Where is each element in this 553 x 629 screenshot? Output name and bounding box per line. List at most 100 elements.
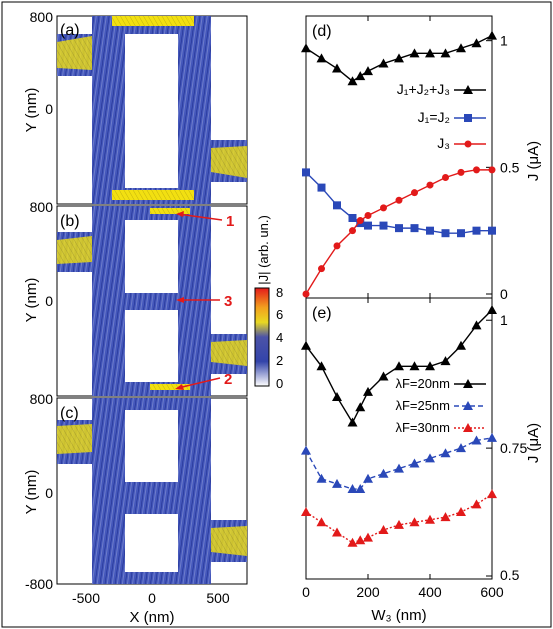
data-point-s1-10 xyxy=(440,448,451,458)
legend-label-1: J₁=J₂ xyxy=(418,109,450,125)
colorbar xyxy=(254,287,270,387)
data-point-s0-10 xyxy=(440,48,451,58)
data-point-s0-10 xyxy=(440,356,451,366)
data-point-s0-0 xyxy=(301,340,311,350)
data-point-s2-4 xyxy=(356,217,364,225)
ytick-label-0: 0 xyxy=(500,286,508,302)
legend-label-1: λF=25nm xyxy=(395,398,450,413)
data-point-s1-1 xyxy=(316,473,327,483)
panel-c-ylabel: Y (nm) xyxy=(23,470,40,515)
data-point-s2-7 xyxy=(394,519,404,529)
data-point-s0-11 xyxy=(456,340,466,350)
panel-d-tag: (d) xyxy=(312,23,332,40)
y-axis-label: J (μA) xyxy=(525,141,542,181)
data-point-s0-5 xyxy=(363,386,373,396)
data-point-s2-3 xyxy=(347,537,358,547)
data-point-s0-6 xyxy=(378,58,389,68)
data-point-s1-10 xyxy=(441,229,450,238)
legend-label-2: λF=30nm xyxy=(395,420,450,435)
panel-c-ytick-bottom: -800 xyxy=(25,576,53,592)
data-point-s2-11 xyxy=(456,507,466,517)
marker-2-arrow xyxy=(177,377,221,389)
panel-b-ytick-zero: 0 xyxy=(45,293,53,309)
data-point-s2-11 xyxy=(457,168,465,176)
data-point-s1-2 xyxy=(333,201,341,210)
data-point-s2-9 xyxy=(425,514,435,524)
x-axis-label: W₃ (nm) xyxy=(371,607,426,624)
y-axis-label: J (μA) xyxy=(525,423,542,463)
panel-e-plot: (e) 0.5 0.75 1 J (μA) 0 200 400 600 W₃ (nm) λF=20n… xyxy=(301,298,542,624)
data-point-s2-8 xyxy=(409,517,420,527)
data-point-s0-9 xyxy=(425,48,435,58)
panel-c-tag: (c) xyxy=(60,405,79,422)
data-point-s1-13 xyxy=(487,432,497,442)
panel-b-ylabel: Y (nm) xyxy=(23,278,40,323)
data-point-s2-3 xyxy=(349,227,356,235)
panel-b-ytick-top: 800 xyxy=(30,199,54,215)
xtick-label-0: 0 xyxy=(302,584,310,600)
marker-1-label: 1 xyxy=(226,213,234,230)
data-point-s2-7 xyxy=(395,196,403,204)
data-point-s0-13 xyxy=(487,305,497,314)
legend-marker-1 xyxy=(463,401,473,410)
data-point-s0-0 xyxy=(301,43,311,53)
panel-c-xlabel: X (nm) xyxy=(130,609,175,626)
data-point-s0-9 xyxy=(425,361,435,371)
panel-a-ytick-top: 800 xyxy=(30,9,54,25)
data-point-s1-7 xyxy=(394,463,404,473)
legend-label-0: J₁+J₂+J₃ xyxy=(397,81,450,97)
panel-b-tag: (b) xyxy=(60,213,80,230)
data-point-s1-13 xyxy=(488,226,496,235)
data-point-s1-6 xyxy=(378,468,389,478)
panel-c-ytick-top: 800 xyxy=(30,391,54,407)
marker-1-arrowhead xyxy=(176,211,184,217)
data-point-s2-2 xyxy=(333,242,341,250)
ytick-label-0.5: 0.5 xyxy=(500,159,520,175)
data-point-s2-2 xyxy=(332,527,342,537)
data-point-s2-5 xyxy=(363,532,373,542)
data-point-s2-12 xyxy=(473,166,480,174)
legend-label-2: J₃ xyxy=(437,135,450,151)
xtick-label-200: 200 xyxy=(356,584,380,600)
panel-a-tag: (a) xyxy=(60,22,80,39)
data-point-s1-11 xyxy=(457,229,465,238)
marker-2-arrowhead xyxy=(175,384,184,390)
panel-a-current-map xyxy=(56,15,248,205)
panel-a-ytick-zero: 0 xyxy=(45,101,53,117)
legend-marker-2 xyxy=(463,423,473,432)
ytick-label-0.5: 0.5 xyxy=(500,567,520,583)
xtick-label-600: 600 xyxy=(480,584,504,600)
data-point-s2-10 xyxy=(442,173,449,181)
data-point-s2-8 xyxy=(411,189,418,197)
data-point-s0-4 xyxy=(355,402,366,412)
data-point-s0-7 xyxy=(394,361,404,371)
panel-e-tag: (e) xyxy=(312,305,332,322)
data-point-s0-11 xyxy=(456,43,466,53)
data-point-s0-8 xyxy=(409,361,420,371)
panel-c-xtick-0: -500 xyxy=(72,590,100,606)
data-point-s2-1 xyxy=(316,517,327,527)
series-line-1 xyxy=(305,437,493,490)
data-point-s1-7 xyxy=(395,224,403,233)
colorbar-tick-4: 4 xyxy=(276,330,283,345)
data-point-s0-3 xyxy=(347,417,358,427)
data-point-s2-9 xyxy=(426,181,434,189)
data-point-s1-12 xyxy=(471,435,482,445)
data-point-s2-10 xyxy=(440,512,451,522)
data-point-s0-13 xyxy=(487,30,497,40)
data-point-s1-11 xyxy=(456,443,466,453)
data-point-s2-6 xyxy=(378,524,389,534)
data-point-s2-0 xyxy=(301,507,311,517)
data-point-s1-9 xyxy=(425,453,435,463)
data-point-s1-3 xyxy=(348,214,357,222)
data-point-s0-5 xyxy=(363,66,373,76)
data-point-s1-2 xyxy=(332,478,342,488)
marker-1-arrow xyxy=(177,213,223,221)
data-point-s0-2 xyxy=(332,391,342,401)
data-point-s1-3 xyxy=(347,484,358,494)
data-point-s2-13 xyxy=(488,166,496,174)
data-point-s1-6 xyxy=(379,221,388,230)
data-point-s0-7 xyxy=(394,53,404,63)
